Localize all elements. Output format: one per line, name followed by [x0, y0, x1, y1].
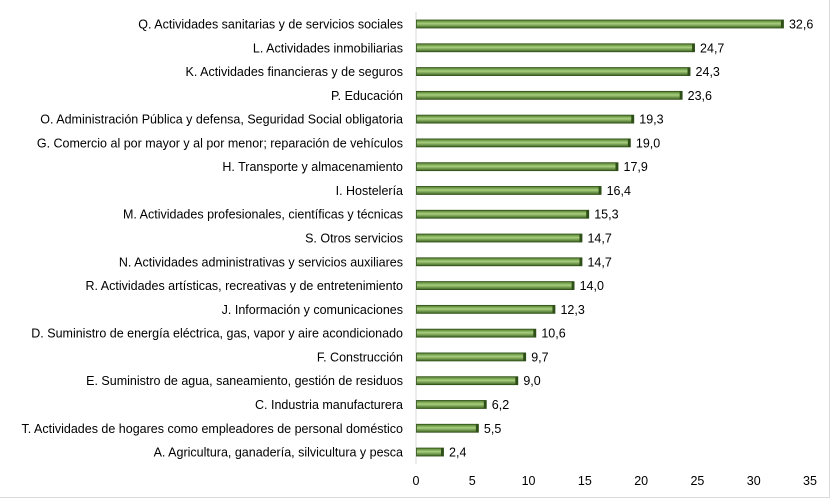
x-tick-label: 20 [634, 474, 648, 488]
x-tick-label: 35 [803, 474, 817, 488]
x-tick-label: 30 [747, 474, 761, 488]
data-label: 24,7 [700, 41, 724, 55]
bar [416, 423, 479, 433]
data-label: 17,9 [624, 160, 648, 174]
data-label: 10,6 [541, 327, 565, 341]
bar-end-cap [571, 281, 575, 290]
x-tick-label: 15 [578, 474, 592, 488]
bar-end-cap [475, 424, 479, 433]
x-tick-label: 10 [522, 474, 536, 488]
category-label: E. Suministro de agua, saneamiento, gest… [86, 374, 403, 388]
bar-end-cap [523, 352, 526, 361]
data-label: 19,0 [636, 136, 660, 150]
data-label: 19,3 [639, 113, 663, 127]
data-label: 24,3 [696, 65, 720, 79]
bar [416, 233, 583, 243]
bar-end-cap [579, 257, 582, 266]
data-label: 6,2 [492, 398, 509, 412]
bar [416, 281, 575, 290]
category-label: L. Actividades inmobiliarias [253, 41, 403, 55]
category-label: H. Transporte y almacenamiento [222, 160, 403, 174]
bar-end-cap [692, 43, 695, 52]
x-tick-label: 25 [690, 474, 704, 488]
bar-end-cap [679, 91, 683, 100]
category-label: R. Actividades artísticas, recreativas y… [85, 279, 403, 293]
bar-end-cap [515, 376, 518, 385]
bar [416, 90, 683, 100]
x-tick-label: 0 [413, 474, 420, 488]
data-label: 14,7 [587, 232, 611, 246]
bar [416, 352, 527, 362]
data-label: 2,4 [449, 446, 466, 460]
bar [416, 138, 631, 148]
category-label: M. Actividades profesionales, científica… [123, 208, 403, 222]
category-label: O. Administración Pública y defensa, Seg… [40, 113, 403, 127]
category-label: N. Actividades administrativas y servici… [119, 255, 403, 269]
bar [416, 257, 583, 267]
bar [416, 209, 590, 219]
bar [416, 114, 635, 124]
bar [416, 447, 444, 457]
bar [416, 400, 487, 409]
category-label: J. Información y comunicaciones [222, 303, 403, 317]
data-label: 5,5 [484, 422, 501, 436]
bar-end-cap [627, 138, 631, 147]
bar-end-cap [586, 210, 589, 219]
bar-end-cap [441, 448, 444, 457]
category-label: C. Industria manufacturera [255, 398, 403, 412]
category-label: F. Construcción [317, 350, 403, 364]
data-label: 9,0 [523, 374, 540, 388]
category-label: A. Agricultura, ganadería, silvicultura … [154, 446, 403, 460]
data-label: 14,0 [580, 279, 604, 293]
bar-end-cap [579, 234, 582, 243]
bar-end-cap [552, 305, 555, 314]
bar [416, 43, 695, 53]
category-label: I. Hostelería [336, 184, 403, 198]
category-label: S. Otros servicios [305, 232, 403, 246]
data-label: 12,3 [560, 303, 584, 317]
x-tick-label: 5 [469, 474, 476, 488]
data-label: 16,4 [607, 184, 631, 198]
bar [416, 328, 537, 338]
bar [416, 304, 556, 314]
data-label: 15,3 [594, 208, 618, 222]
bar [416, 376, 519, 386]
bar-end-cap [615, 162, 619, 171]
data-label: 32,6 [789, 18, 813, 32]
category-label: K. Actividades financieras y de seguros [186, 65, 403, 79]
data-label: 23,6 [688, 89, 712, 103]
bar-end-cap [533, 329, 536, 338]
bar [416, 162, 619, 172]
bar-end-cap [780, 20, 784, 28]
bar-end-cap [687, 67, 691, 76]
bar-end-cap [598, 186, 602, 195]
bar [416, 67, 691, 76]
bar [416, 19, 784, 29]
category-label: T. Actividades de hogares como empleador… [22, 422, 404, 436]
category-label: Q. Actividades sanitarias y de servicios… [138, 18, 403, 32]
bar-end-cap [483, 400, 487, 409]
data-label: 9,7 [531, 350, 548, 364]
bar [416, 186, 602, 195]
category-label: D. Suministro de energía eléctrica, gas,… [31, 327, 403, 341]
data-label: 14,7 [587, 255, 611, 269]
category-label: G. Comercio al por mayor y al por menor;… [37, 136, 403, 150]
bar-end-cap [631, 115, 634, 124]
category-label: P. Educación [331, 89, 403, 103]
